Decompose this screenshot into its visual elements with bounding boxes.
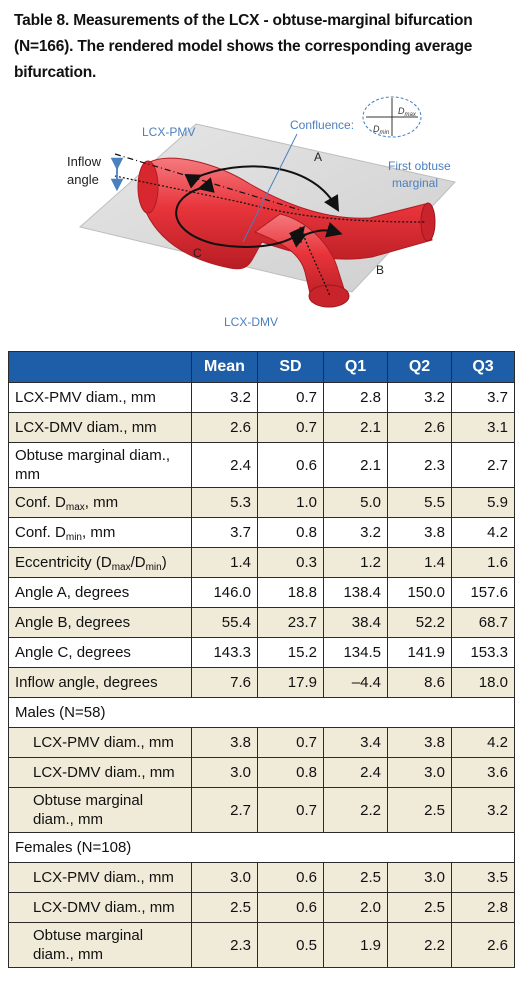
label-angle-c: C <box>193 246 202 260</box>
table-row: LCX-PMV diam., mm 3.0 0.6 2.5 3.0 3.5 <box>8 862 515 893</box>
bifurcation-figure: LCX-PMV Confluence: Dmax Dmin A B C Infl… <box>0 92 527 347</box>
confluence-pointer <box>242 133 298 243</box>
table-row: Angle B, degrees 55.4 23.7 38.4 52.2 68.… <box>8 607 515 638</box>
bifurcation-model: LCX-PMV Confluence: Dmax Dmin A B C Infl… <box>67 96 456 329</box>
label-angle-a: A <box>314 150 322 164</box>
table-row: Eccentricity (Dmax/Dmin) 1.4 0.3 1.2 1.4… <box>8 547 515 578</box>
svg-text:Dmax: Dmax <box>398 106 417 118</box>
angle-c-arc <box>175 177 306 248</box>
table-row: LCX-PMV diam., mm 3.8 0.7 3.4 3.8 4.2 <box>8 727 515 758</box>
table-header-row: Mean SD Q1 Q2 Q3 <box>8 351 515 383</box>
svg-text:angle: angle <box>67 172 99 187</box>
group-header-females: Females (N=108) <box>8 832 515 863</box>
table-row: LCX-DMV diam., mm 2.6 0.7 2.1 2.6 3.1 <box>8 412 515 443</box>
svg-text:marginal: marginal <box>392 176 438 190</box>
header-q2: Q2 <box>387 351 452 383</box>
table-row: Conf. Dmax, mm 5.3 1.0 5.0 5.5 5.9 <box>8 487 515 518</box>
table-caption: Table 8. Measurements of the LCX - obtus… <box>14 12 473 81</box>
table-row: Angle C, degrees 143.3 15.2 134.5 141.9 … <box>8 637 515 668</box>
table-row: Inflow angle, degrees 7.6 17.9 –4.4 8.6 … <box>8 667 515 698</box>
table-row: LCX-DMV diam., mm 2.5 0.6 2.0 2.5 2.8 <box>8 892 515 923</box>
measurements-table: Mean SD Q1 Q2 Q3 LCX-PMV diam., mm 3.2 0… <box>8 351 515 968</box>
table-row: LCX-DMV diam., mm 3.0 0.8 2.4 3.0 3.6 <box>8 757 515 788</box>
header-q1: Q1 <box>323 351 388 383</box>
angle-a-arc <box>184 165 340 212</box>
table-row: Angle A, degrees 146.0 18.8 138.4 150.0 … <box>8 577 515 608</box>
table-row: Obtuse marginal diam., mm 2.4 0.6 2.1 2.… <box>8 442 515 488</box>
label-confluence: Confluence: <box>290 118 354 132</box>
header-mean: Mean <box>191 351 258 383</box>
label-inflow: Inflow <box>67 154 102 169</box>
table-row: Obtuse marginal diam., mm 2.7 0.7 2.2 2.… <box>8 787 515 833</box>
header-q3: Q3 <box>451 351 515 383</box>
label-first-obtuse-marginal: First obtuse <box>388 159 451 173</box>
table-row: Obtuse marginal diam., mm 2.3 0.5 1.9 2.… <box>8 922 515 968</box>
table-row: LCX-PMV diam., mm 3.2 0.7 2.8 3.2 3.7 <box>8 382 515 413</box>
group-header-males: Males (N=58) <box>8 697 515 728</box>
header-blank <box>8 351 192 383</box>
label-lcx-dmv: LCX-DMV <box>224 315 278 329</box>
header-sd: SD <box>257 351 324 383</box>
label-angle-b: B <box>376 263 384 277</box>
label-lcx-pmv: LCX-PMV <box>142 125 195 139</box>
table-row: Conf. Dmin, mm 3.7 0.8 3.2 3.8 4.2 <box>8 517 515 548</box>
svg-text:Dmin: Dmin <box>373 124 390 136</box>
